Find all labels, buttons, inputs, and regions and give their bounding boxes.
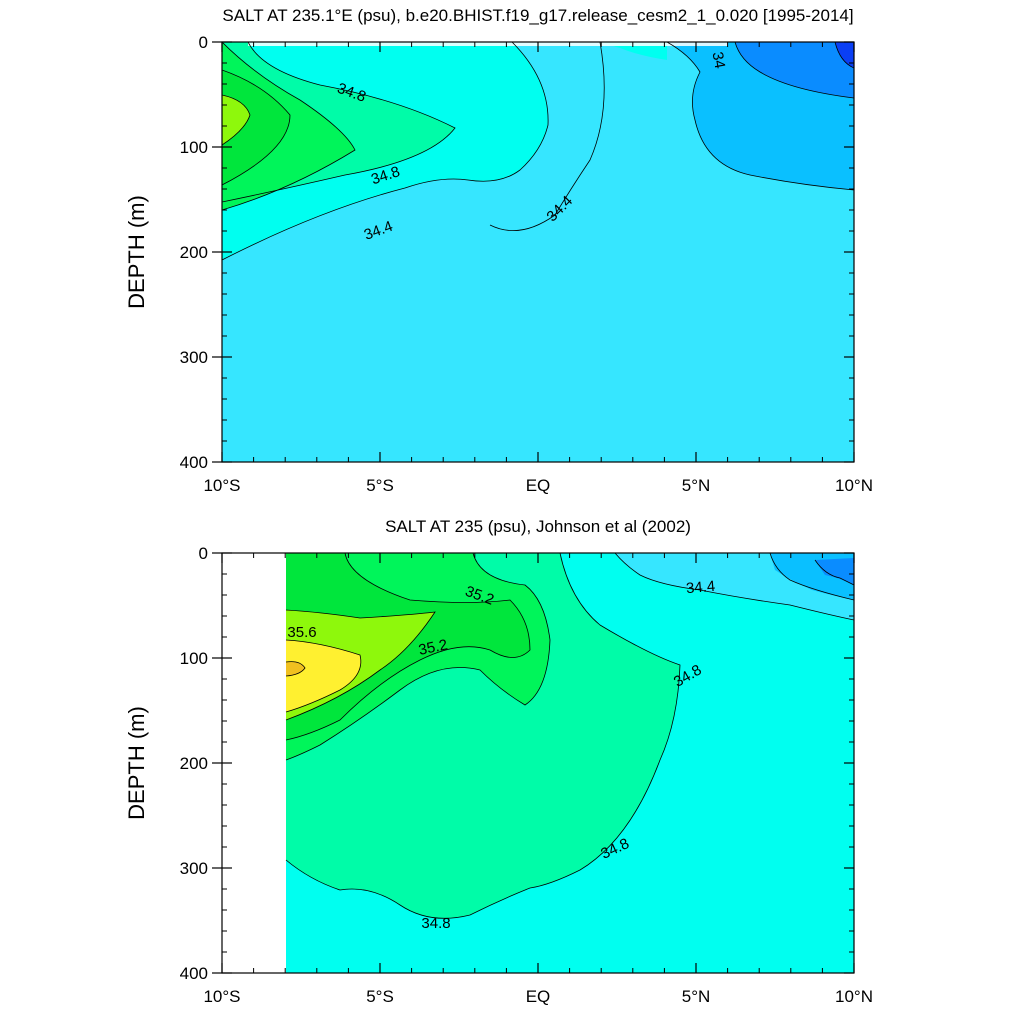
top-contour-line xyxy=(222,69,291,186)
bottom-x-tick-label: 5°S xyxy=(366,987,394,1006)
bottom-title: SALT AT 235 (psu), Johnson et al (2002) xyxy=(385,517,691,536)
top-contour-line xyxy=(222,94,251,146)
top-fill-35.4-35.6 xyxy=(222,95,250,145)
bottom-contour-label: 34.8 xyxy=(421,915,450,932)
top-y-ticks: 0 100 200 300 400 xyxy=(180,33,854,472)
top-y-tick-label: 400 xyxy=(180,453,208,472)
bottom-x-tick-label: 10°S xyxy=(203,987,240,1006)
top-fill-lt-34.0 xyxy=(835,42,854,68)
top-surface-band xyxy=(248,42,728,46)
bottom-fill-34.0-34.2 xyxy=(815,558,854,585)
bottom-x-tick-label: 10°N xyxy=(835,987,873,1006)
top-x-tick-label: EQ xyxy=(526,476,551,495)
bottom-x-tick-label: EQ xyxy=(526,987,551,1006)
top-contour-line xyxy=(222,42,356,211)
top-y-tick-label: 300 xyxy=(180,348,208,367)
bottom-y-tick-label: 300 xyxy=(180,859,208,878)
top-axes: 10°S 5°S EQ 5°N 10°N 0 100 200 300 400 DEPTH (m) xyxy=(124,33,873,495)
bottom-contour-line xyxy=(285,639,362,713)
top-y-tick-label: 100 xyxy=(180,138,208,157)
bottom-y-tick-label: 100 xyxy=(180,649,208,668)
top-contour-label: 34 xyxy=(709,51,729,70)
top-contour-line xyxy=(834,42,854,69)
top-x-ticks: 10°S 5°S EQ 5°N 10°N xyxy=(203,42,873,495)
bottom-contour-line xyxy=(769,553,854,601)
bottom-y-tick-label: 400 xyxy=(180,964,208,983)
bottom-contour-line xyxy=(285,553,681,919)
bottom-y-ticks: 0 100 200 300 400 xyxy=(180,544,854,983)
bottom-x-ticks: 10°S 5°S EQ 5°N 10°N xyxy=(203,553,873,1006)
bottom-contour-line xyxy=(614,553,854,621)
top-y-tick-label: 0 xyxy=(199,33,208,52)
bottom-y-tick-label: 0 xyxy=(199,544,208,563)
top-x-tick-label: 10°N xyxy=(835,476,873,495)
top-contour-fills xyxy=(222,42,854,462)
bottom-contour-line xyxy=(285,553,531,741)
bottom-contour-line xyxy=(285,553,551,761)
bottom-contour-fills xyxy=(285,553,854,973)
bottom-contour-line xyxy=(285,661,306,677)
top-contour-line xyxy=(666,42,854,191)
bottom-x-tick-label: 5°N xyxy=(682,987,711,1006)
bottom-contour-label: 35.6 xyxy=(287,624,316,641)
top-x-tick-label: 5°S xyxy=(366,476,394,495)
top-panel: SALT AT 235.1°E (psu), b.e20.BHIST.f19_g… xyxy=(124,6,873,495)
bottom-fill-gt-35.8 xyxy=(286,661,305,676)
top-x-tick-label: 10°S xyxy=(203,476,240,495)
bottom-y-tick-label: 200 xyxy=(180,754,208,773)
top-contour-line xyxy=(734,42,854,99)
bottom-contour-line xyxy=(814,559,854,586)
bottom-panel: SALT AT 235 (psu), Johnson et al (2002) … xyxy=(124,517,873,1006)
top-y-axis-label: DEPTH (m) xyxy=(124,195,149,309)
top-contour-line xyxy=(489,42,605,231)
top-contour-line xyxy=(222,42,549,261)
top-x-tick-label: 5°N xyxy=(682,476,711,495)
bottom-fill-35.6-35.8 xyxy=(286,640,361,712)
top-title: SALT AT 235.1°E (psu), b.e20.BHIST.f19_g… xyxy=(222,6,853,25)
bottom-y-axis-label: DEPTH (m) xyxy=(124,706,149,820)
bottom-contour-label: 35.2 xyxy=(417,636,449,659)
top-fill-35.2-35.4 xyxy=(222,70,290,185)
bottom-axes: 10°S 5°S EQ 5°N 10°N 0 100 200 300 400 DEPTH (m) xyxy=(124,544,873,1006)
bottom-contour-label: 34.4 xyxy=(685,578,716,597)
bottom-contour-line xyxy=(285,609,436,721)
top-fill-34.0-34.2 xyxy=(735,42,854,98)
top-y-tick-label: 200 xyxy=(180,243,208,262)
top-contour-line xyxy=(222,42,456,203)
